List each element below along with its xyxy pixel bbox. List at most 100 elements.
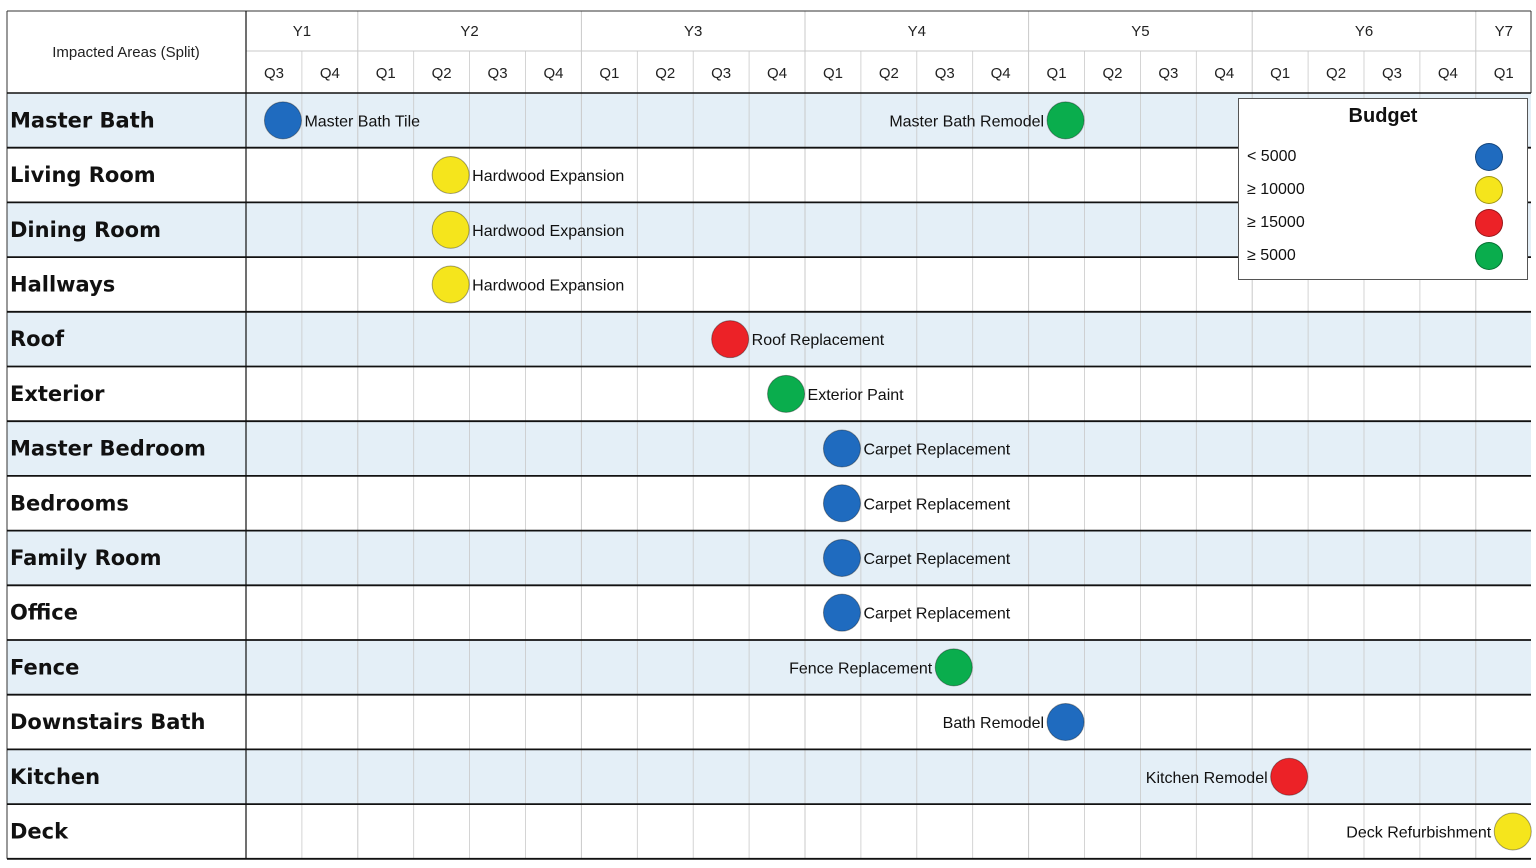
quarter-label: Q3	[1382, 65, 1402, 82]
quarter-label: Q1	[1047, 65, 1067, 82]
legend-item: < 5000	[1247, 140, 1519, 174]
task-marker	[711, 320, 750, 359]
quarter-label: Q2	[879, 65, 899, 82]
legend-item-label: ≥ 5000	[1247, 247, 1296, 264]
quarter-label: Q2	[1102, 65, 1122, 82]
quarter-label: Q3	[488, 65, 508, 82]
quarter-label: Q1	[823, 65, 843, 82]
task-label: Kitchen Remodel	[1146, 770, 1268, 787]
quarter-gridlines	[301, 11, 1477, 859]
task-marker	[431, 156, 470, 195]
task-point: Kitchen Remodel	[1146, 757, 1309, 796]
quarter-label: Q3	[1158, 65, 1178, 82]
quarter-label: Q1	[1270, 65, 1290, 82]
legend-swatch	[1475, 242, 1503, 270]
task-point: Master Bath Remodel	[889, 101, 1085, 140]
row-band	[7, 530, 1531, 586]
task-marker	[431, 265, 470, 304]
task-marker	[822, 538, 861, 577]
task-point: Carpet Replacement	[822, 538, 1011, 577]
area-label: Downstairs Bath	[10, 710, 205, 734]
task-point: Roof Replacement	[711, 320, 885, 359]
quarter-label: Q3	[935, 65, 955, 82]
task-marker	[822, 593, 861, 632]
year-label: Y6	[1355, 23, 1373, 40]
area-label: Master Bath	[10, 108, 155, 132]
row-band	[7, 311, 1531, 367]
task-points: Master Bath Tile Master Bath Remodel Hardw…	[263, 101, 1532, 851]
task-point: Hardwood Expansion	[431, 265, 624, 304]
legend-item-label: < 5000	[1247, 148, 1297, 165]
task-marker	[822, 429, 861, 468]
quarter-label: Q2	[1326, 65, 1346, 82]
task-point: Master Bath Tile	[263, 101, 420, 140]
area-label: Exterior	[10, 382, 105, 406]
task-label: Hardwood Expansion	[472, 277, 624, 294]
row-band	[7, 421, 1531, 476]
task-label: Carpet Replacement	[863, 551, 1010, 568]
task-point: Carpet Replacement	[822, 429, 1011, 468]
task-marker	[1270, 757, 1309, 796]
quarter-label: Q4	[1438, 65, 1458, 82]
task-point: Exterior Paint	[767, 374, 905, 413]
legend-item: ≥ 15000	[1247, 206, 1519, 240]
task-label: Master Bath Remodel	[889, 113, 1044, 130]
year-label: Y2	[460, 23, 478, 40]
task-point: Hardwood Expansion	[431, 210, 624, 249]
area-label: Roof	[10, 327, 65, 351]
row-header-label: Impacted Areas (Split)	[52, 44, 200, 61]
task-marker	[263, 101, 302, 140]
legend-swatch	[1475, 209, 1503, 237]
year-label: Y3	[684, 23, 702, 40]
quarter-label: Q1	[376, 65, 396, 82]
task-point: Deck Refurbishment	[1346, 812, 1532, 851]
task-label: Master Bath Tile	[304, 113, 420, 130]
area-label: Fence	[10, 655, 79, 679]
task-label: Hardwood Expansion	[472, 168, 624, 185]
task-label: Hardwood Expansion	[472, 223, 624, 240]
quarter-label: Q4	[767, 65, 787, 82]
year-label: Y7	[1495, 23, 1513, 40]
task-point: Fence Replacement	[789, 648, 973, 687]
area-label: Family Room	[10, 546, 161, 570]
quarter-label: Q1	[1494, 65, 1514, 82]
quarter-label: Q1	[599, 65, 619, 82]
task-label: Carpet Replacement	[863, 496, 1010, 513]
legend-swatch	[1475, 143, 1503, 171]
legend-item: ≥ 10000	[1247, 173, 1519, 207]
quarter-label: Q4	[320, 65, 340, 82]
task-marker	[1046, 703, 1085, 742]
quarter-label: Q3	[264, 65, 284, 82]
task-label: Exterior Paint	[808, 387, 905, 404]
task-marker	[1046, 101, 1085, 140]
area-labels: Master Bath Living Room Dining Room Hallway…	[10, 108, 206, 843]
task-marker	[1493, 812, 1532, 851]
task-marker	[767, 374, 806, 413]
quarter-label: Q4	[1214, 65, 1234, 82]
task-label: Carpet Replacement	[863, 606, 1010, 623]
area-label: Kitchen	[10, 765, 100, 789]
task-point: Hardwood Expansion	[431, 156, 624, 195]
task-marker	[431, 210, 470, 249]
area-label: Deck	[10, 819, 69, 843]
legend-item-label: ≥ 15000	[1247, 214, 1305, 231]
year-label: Y5	[1131, 23, 1149, 40]
task-label: Deck Refurbishment	[1346, 824, 1492, 841]
year-label: Y1	[293, 23, 311, 40]
quarter-label: Q2	[432, 65, 452, 82]
task-label: Fence Replacement	[789, 660, 933, 677]
area-label: Master Bedroom	[10, 437, 206, 461]
row-lines	[7, 92, 1531, 860]
task-marker	[822, 484, 861, 523]
task-label: Carpet Replacement	[863, 442, 1010, 459]
area-label: Living Room	[10, 163, 156, 187]
task-label: Bath Remodel	[943, 715, 1044, 732]
legend-item-label: ≥ 10000	[1247, 181, 1305, 198]
task-label: Roof Replacement	[752, 332, 885, 349]
quarter-label: Q3	[711, 65, 731, 82]
quarter-label: Q4	[991, 65, 1011, 82]
row-band	[7, 640, 1531, 695]
task-point: Carpet Replacement	[822, 484, 1011, 523]
budget-legend: Budget < 5000 ≥ 10000 ≥ 15000 ≥ 5000	[1238, 98, 1528, 280]
timeline-header: Impacted Areas (Split) Q3 Q4 Y1 Q1 Q2 Q3 Q4 Y2 Q…	[6, 10, 1532, 859]
